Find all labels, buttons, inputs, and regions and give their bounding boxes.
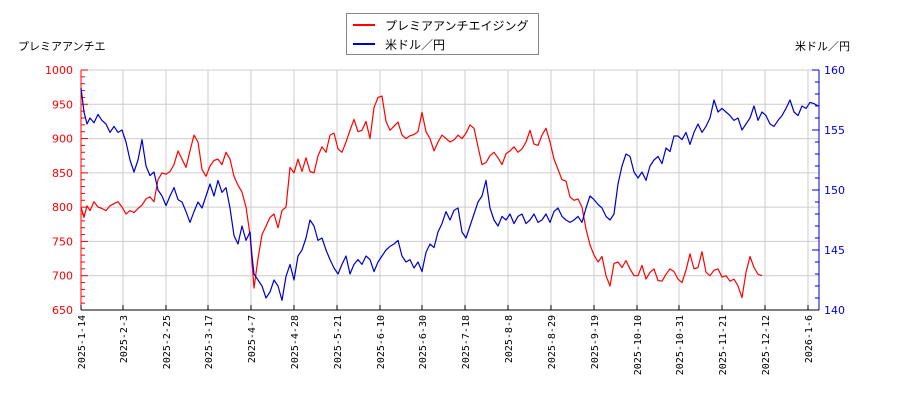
left-tick-label: 900: [52, 133, 73, 146]
left-tick-label: 850: [52, 167, 73, 180]
left-tick-label: 950: [52, 98, 73, 111]
legend-item-usdjpy: 米ドル／円: [353, 35, 445, 53]
x-tick-label: 2025-4-28: [290, 315, 301, 369]
x-tick-label: 2025-5-21: [333, 315, 344, 369]
left-tick-label: 800: [52, 201, 73, 214]
x-tick-label: 2025-9-19: [590, 315, 601, 369]
right-tick-label: 150: [824, 184, 845, 197]
data-lines: [80, 87, 819, 301]
legend-swatch-blue: [353, 43, 375, 45]
left-tick-label: 1000: [45, 64, 73, 77]
right-tick-label: 145: [824, 244, 845, 257]
x-tick-label: 2025-2-25: [162, 315, 173, 369]
x-tick-label: 2026-1-6: [804, 315, 815, 363]
x-tick-label: 2025-6-30: [418, 315, 429, 369]
x-tick-label: 2025-10-31: [675, 315, 686, 375]
right-tick-label: 160: [824, 64, 845, 77]
right-axis-title: 米ドル／円: [795, 40, 850, 53]
x-tick-label: 2025-10-10: [633, 315, 644, 375]
x-tick-label: 2025-6-10: [376, 315, 387, 369]
x-tick-label: 2025-3-17: [204, 315, 215, 369]
x-tick-label: 2025-1-14: [77, 315, 88, 369]
x-tick-label: 2025-7-18: [461, 315, 472, 369]
legend-label: 米ドル／円: [385, 37, 446, 52]
legend-label: プレミアアンチエイジング: [385, 18, 529, 33]
right-tick-label: 140: [824, 304, 845, 317]
series-line-premier-anti-aging: [80, 95, 763, 299]
x-tick-label: 2025-8-8: [504, 315, 515, 363]
x-axis: 2025-1-14 2025-2-3 2025-2-25 2025-3-17 2025-…: [77, 305, 819, 375]
left-axis-title: プレミアアンチエ: [18, 40, 106, 53]
left-y-axis: 650 700 750 800 850 900 950 1000: [45, 64, 88, 317]
series-line-usdjpy: [80, 87, 819, 301]
x-tick-label: 2025-8-29: [547, 315, 558, 369]
x-tick-label: 2025-11-21: [718, 315, 729, 375]
left-tick-label: 750: [52, 235, 73, 248]
x-tick-label: 2025-12-12: [761, 315, 772, 375]
legend-swatch-red: [353, 24, 375, 26]
x-tick-label: 2025-2-3: [119, 315, 130, 363]
chart-legend: プレミアアンチエイジング 米ドル／円: [346, 13, 539, 55]
legend-item-premier-anti-aging: プレミアアンチエイジング: [353, 16, 529, 34]
left-tick-label: 700: [52, 270, 73, 283]
right-y-axis: 140 145 150 155 160: [812, 64, 845, 317]
right-tick-label: 155: [824, 124, 845, 137]
left-tick-label: 650: [52, 304, 73, 317]
grid-lines: [80, 69, 819, 310]
x-tick-label: 2025-4-7: [247, 315, 258, 363]
